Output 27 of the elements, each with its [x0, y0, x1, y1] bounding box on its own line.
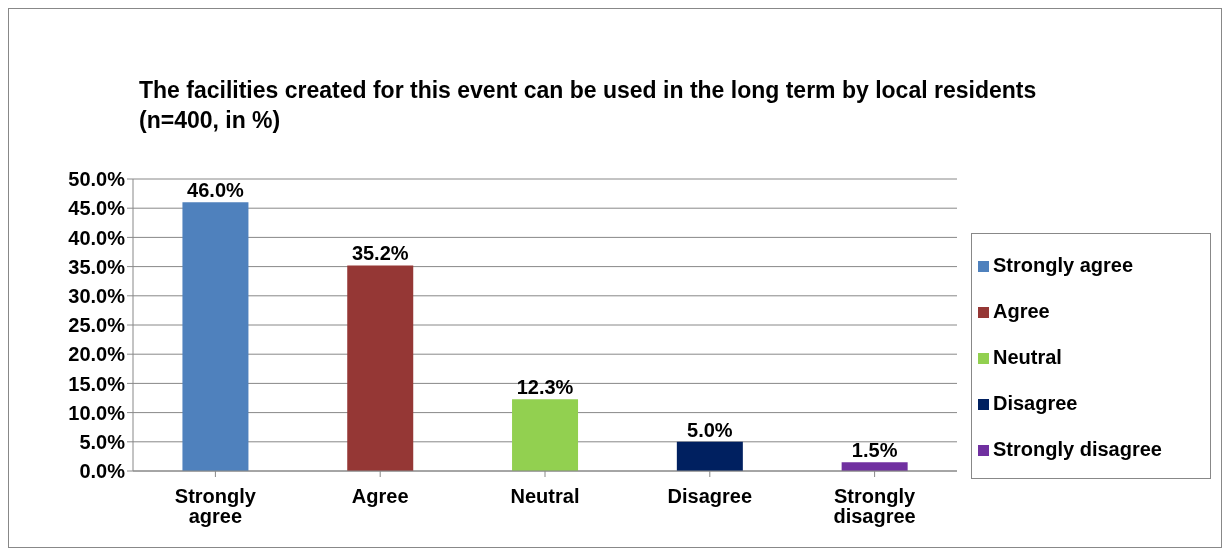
y-tick-label: 45.0% [68, 197, 126, 220]
y-tick-label: 20.0% [68, 343, 126, 366]
data-label: 1.5% [851, 439, 898, 462]
y-tick-label: 5.0% [79, 430, 126, 453]
y-tick-label: 15.0% [68, 372, 126, 395]
x-tick-label: Strongly disagree [833, 485, 917, 528]
x-tick-label: Agree [351, 485, 409, 508]
y-tick-label: 25.0% [68, 314, 126, 337]
legend-label: Strongly disagree [993, 438, 1162, 460]
chart-title: The facilities created for this event can be used in the long term by local residents (n=400, in %) [139, 76, 1038, 135]
y-tick-label: 10.0% [68, 401, 126, 424]
data-label: 35.2% [351, 242, 409, 265]
data-label: 46.0% [187, 179, 245, 202]
legend-label: Agree [993, 300, 1050, 322]
y-tick-label: 0.0% [79, 460, 126, 483]
y-tick-label: 30.0% [68, 284, 126, 307]
y-tick-label: 40.0% [68, 226, 126, 249]
legend-label: Strongly agree [993, 254, 1134, 276]
y-tick-label: 35.0% [68, 255, 126, 278]
x-tick-label: Strongly agree [174, 485, 257, 528]
x-tick-label: Disagree [667, 485, 753, 508]
y-tick-label: 50.0% [68, 168, 126, 191]
legend-label: Disagree [993, 392, 1078, 414]
legend-label: Neutral [993, 346, 1062, 368]
data-label: 12.3% [516, 376, 574, 399]
x-tick-label: Neutral [510, 485, 580, 508]
data-label: 5.0% [687, 418, 733, 441]
